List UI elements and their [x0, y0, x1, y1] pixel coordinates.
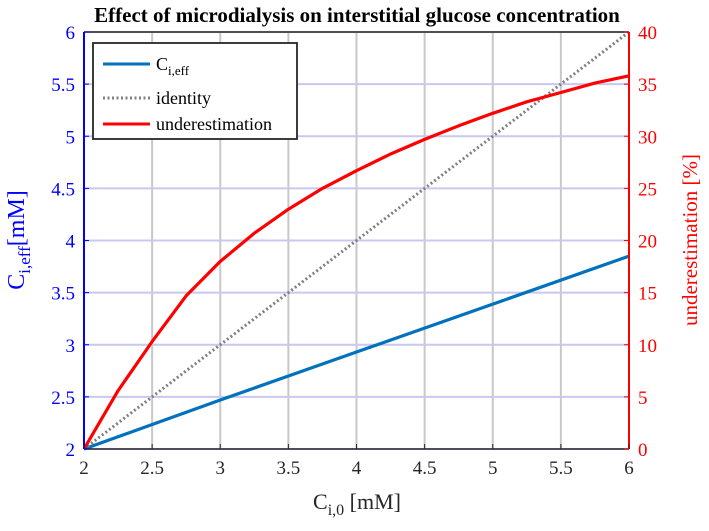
x-label-unit: [mM] [344, 489, 401, 514]
y-right-tick-label: 10 [638, 336, 657, 357]
x-tick-label: 6 [624, 458, 634, 479]
legend-label-ci-eff: Ci,eff [156, 54, 190, 78]
legend-ci-eff-sub: i,eff [168, 63, 190, 78]
legend-label-underestimation: underestimation [156, 114, 272, 134]
legend-ci-eff-main: C [156, 54, 168, 74]
series-line-3 [82, 74, 630, 450]
x-tick-label: 4.5 [413, 458, 437, 479]
y-left-tick-label: 2 [66, 440, 76, 461]
x-label-main: C [313, 489, 328, 514]
y-left-tick-label: 5 [66, 127, 76, 148]
y-right-tick-label: 40 [638, 23, 657, 44]
x-axis-label: Ci,0 [mM] [313, 489, 401, 519]
plot-series [82, 30, 630, 451]
x-tick-label: 2 [79, 458, 89, 479]
y-left-tick-label: 3 [66, 336, 76, 357]
y-right-tick-label: 15 [638, 284, 657, 305]
x-tick-label: 5.5 [549, 458, 573, 479]
y-left-tick-label: 4.5 [51, 179, 75, 200]
right-y-axis-label: underestimation [%] [678, 154, 702, 326]
left-y-label-main: C [4, 274, 30, 290]
left-y-label-sub: i,eff [15, 246, 34, 274]
y-right-tick-label: 35 [638, 75, 657, 96]
y-left-tick-label: 4 [66, 232, 76, 253]
legend: Ci,eff identity underestimation [92, 42, 298, 140]
chart-title: Effect of microdialysis on interstitial … [94, 3, 620, 27]
x-tick-label: 5 [488, 458, 498, 479]
y-right-tick-label: 0 [638, 440, 648, 461]
y-right-tick-label: 5 [638, 388, 648, 409]
x-label-sub: i,0 [328, 502, 344, 519]
y-left-tick-label: 5.5 [51, 75, 75, 96]
y-left-tick-label: 3.5 [51, 284, 75, 305]
axis-ticks: 2 2.5 3 3.5 4 4.5 5 5.5 622.533.544.555.56051015… [51, 23, 657, 479]
x-tick-label: 4 [352, 458, 362, 479]
y-left-tick-label: 6 [66, 23, 76, 44]
y-left-tick-label: 2.5 [51, 388, 75, 409]
x-tick-label: 3.5 [277, 458, 301, 479]
left-y-axis-label: Ci,eff[mM] [4, 190, 34, 290]
series-line-2 [83, 30, 630, 451]
y-right-tick-label: 30 [638, 127, 657, 148]
y-right-tick-label: 20 [638, 232, 657, 253]
y-right-tick-label: 25 [638, 179, 657, 200]
series-line-1 [83, 254, 630, 451]
x-tick-label: 3 [216, 458, 226, 479]
left-y-label-unit: [mM] [4, 190, 30, 246]
legend-label-identity: identity [156, 88, 211, 108]
x-tick-label: 2.5 [140, 458, 164, 479]
